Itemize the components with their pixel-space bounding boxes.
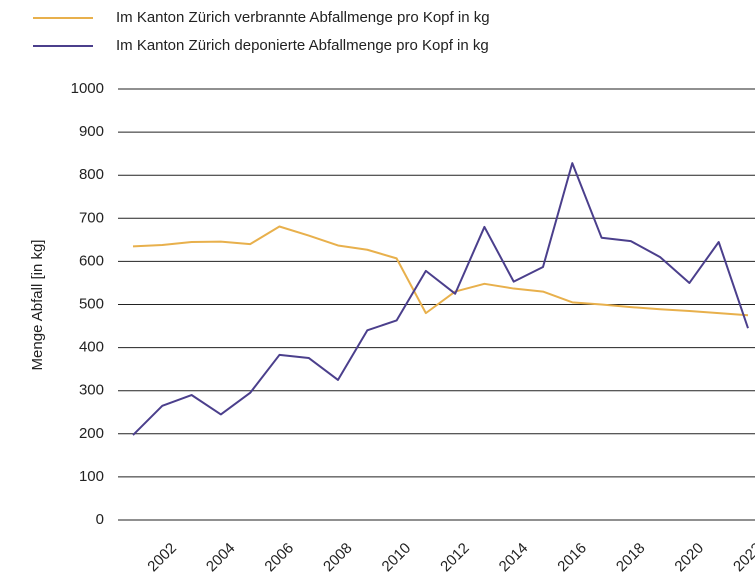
y-tick-label: 1000 [71, 80, 104, 97]
y-tick-label: 400 [79, 339, 104, 356]
y-tick-label: 900 [79, 123, 104, 140]
x-tick-label: 2014 [496, 540, 532, 576]
legend-label: Im Kanton Zürich deponierte Abfallmenge … [116, 37, 489, 54]
y-axis-label: Menge Abfall [in kg] [29, 240, 46, 371]
x-tick-label: 2004 [203, 540, 239, 576]
legend-label: Im Kanton Zürich verbrannte Abfallmenge … [116, 9, 490, 26]
y-tick-label: 500 [79, 295, 104, 312]
y-tick-label: 800 [79, 166, 104, 183]
x-tick-label: 2016 [554, 540, 590, 576]
x-tick-label: 2010 [379, 540, 415, 576]
y-tick-label: 200 [79, 425, 104, 442]
y-tick-label: 300 [79, 382, 104, 399]
x-tick-label: 2002 [144, 540, 180, 576]
x-tick-label: 2020 [671, 540, 707, 576]
x-tick-label: 2012 [437, 540, 473, 576]
x-tick-label: 2018 [613, 540, 649, 576]
y-tick-label: 600 [79, 252, 104, 269]
series-line [132, 225, 749, 317]
series-line [132, 162, 749, 436]
y-tick-label: 700 [79, 209, 104, 226]
x-tick-label: 2022 [730, 540, 755, 576]
y-tick-label: 0 [96, 511, 104, 528]
y-tick-label: 100 [79, 468, 104, 485]
x-tick-label: 2008 [320, 540, 356, 576]
x-tick-label: 2006 [261, 540, 297, 576]
